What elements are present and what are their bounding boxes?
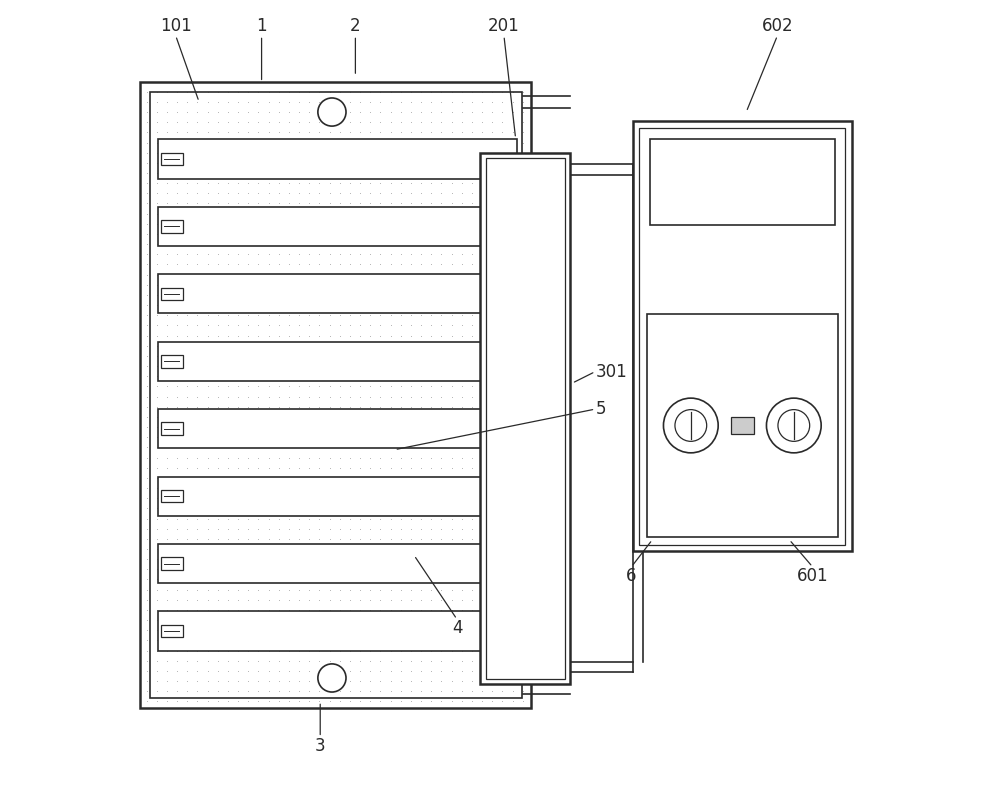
Text: 2: 2 — [350, 17, 361, 36]
Bar — [158, 207, 517, 246]
Bar — [161, 490, 183, 502]
Bar — [506, 153, 516, 164]
Bar — [158, 476, 517, 516]
Bar — [650, 138, 835, 224]
Bar — [633, 122, 852, 551]
Text: 201: 201 — [488, 17, 520, 36]
Bar — [161, 557, 183, 570]
Circle shape — [318, 98, 346, 126]
Text: 1: 1 — [256, 17, 267, 36]
Text: 601: 601 — [797, 567, 828, 585]
Bar — [506, 626, 516, 637]
Bar — [161, 355, 183, 367]
Bar — [639, 128, 845, 545]
Circle shape — [663, 398, 718, 453]
Bar — [158, 274, 517, 314]
Circle shape — [778, 410, 810, 442]
Bar — [158, 544, 517, 583]
Bar — [731, 417, 754, 434]
Bar — [158, 140, 517, 179]
Bar — [140, 82, 531, 708]
Bar — [506, 221, 516, 232]
Text: 301: 301 — [595, 363, 627, 381]
Text: 5: 5 — [595, 400, 606, 418]
Text: 602: 602 — [762, 17, 793, 36]
Bar — [161, 625, 183, 638]
Bar — [506, 491, 516, 502]
Bar — [158, 611, 517, 650]
Bar — [158, 409, 517, 448]
Bar — [158, 342, 517, 381]
Bar — [486, 158, 565, 679]
Bar — [506, 423, 516, 434]
Circle shape — [766, 398, 821, 453]
Bar — [647, 314, 838, 537]
Bar — [150, 92, 522, 698]
Bar — [480, 152, 570, 684]
Bar — [161, 152, 183, 165]
Circle shape — [318, 664, 346, 692]
Bar — [506, 356, 516, 367]
Bar — [161, 220, 183, 233]
Text: 3: 3 — [315, 737, 326, 755]
Text: 101: 101 — [160, 17, 191, 36]
Bar — [161, 288, 183, 300]
Text: 4: 4 — [452, 619, 462, 638]
Bar — [506, 288, 516, 299]
Bar — [506, 558, 516, 569]
Circle shape — [675, 410, 707, 442]
Text: 6: 6 — [626, 567, 637, 585]
Bar — [161, 423, 183, 435]
